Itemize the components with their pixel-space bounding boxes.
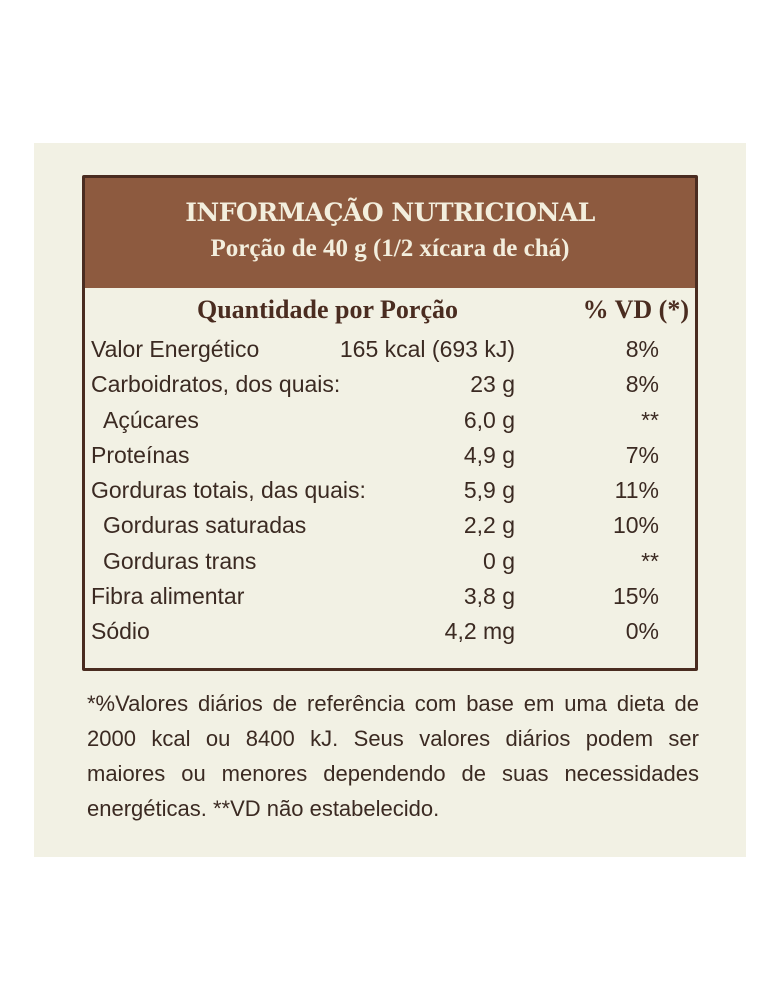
amount-header: Quantidade por Porção bbox=[197, 295, 458, 324]
nutrient-name: Açúcares bbox=[103, 406, 199, 433]
nutrient-name: Sódio bbox=[91, 618, 150, 645]
nutrient-dv: 11% bbox=[614, 477, 659, 504]
nutrient-amount: 4,2 mg bbox=[444, 618, 515, 645]
nutrient-dv: ** bbox=[641, 547, 659, 574]
nutrient-dv: 8% bbox=[625, 336, 659, 362]
nutrition-table: INFORMAÇÃO NUTRICIONAL Porção de 40 g (1… bbox=[82, 175, 698, 671]
nutrient-name: Carboidratos, dos quais: bbox=[91, 371, 341, 398]
nutrient-dv: ** bbox=[641, 406, 659, 433]
nutrient-dv: 0% bbox=[625, 618, 659, 645]
nutrient-row: Gorduras saturadas 2,2 g 10% bbox=[85, 508, 695, 543]
nutrient-dv: 10% bbox=[612, 512, 659, 539]
nutrient-name: Valor Energético bbox=[91, 336, 260, 362]
serving-size: Porção de 40 g (1/2 xícara de chá) bbox=[210, 235, 570, 262]
nutrient-row: Carboidratos, dos quais: 23 g 8% bbox=[85, 367, 695, 402]
nutrient-row: Sódio 4,2 mg 0% bbox=[85, 614, 695, 649]
nutrient-rows: Valor Energético 165 kcal (693 kJ) 8% Carbo… bbox=[85, 332, 695, 650]
nutrient-amount: 6,0 g bbox=[463, 406, 515, 433]
dv-header: % VD (*) bbox=[582, 295, 689, 324]
label-header: INFORMAÇÃO NUTRICIONAL Porção de 40 g (1… bbox=[85, 178, 695, 288]
nutrient-amount: 5,9 g bbox=[463, 477, 515, 504]
nutrient-row: Valor Energético 165 kcal (693 kJ) 8% bbox=[85, 332, 695, 367]
label-title: INFORMAÇÃO NUTRICIONAL bbox=[185, 198, 595, 227]
nutrient-name: Fibra alimentar bbox=[91, 583, 245, 610]
footnote: *%Valores diários de referência com base… bbox=[87, 691, 699, 821]
column-headers: Quantidade por Porção % VD (*) bbox=[85, 295, 695, 325]
nutrient-row: Gorduras trans 0 g ** bbox=[85, 544, 695, 579]
nutrient-row: Fibra alimentar 3,8 g 15% bbox=[85, 579, 695, 614]
nutrient-dv: 15% bbox=[612, 583, 659, 610]
nutrient-amount: 23 g bbox=[470, 371, 515, 398]
nutrient-name: Proteínas bbox=[91, 441, 190, 468]
nutrient-dv: 7% bbox=[625, 441, 659, 468]
nutrient-amount: 3,8 g bbox=[463, 583, 515, 610]
nutrient-amount: 4,9 g bbox=[463, 441, 515, 468]
nutrient-name: Gorduras trans bbox=[103, 547, 257, 574]
nutrient-amount: 165 kcal (693 kJ) bbox=[339, 336, 515, 362]
nutrient-amount: 0 g bbox=[483, 547, 515, 574]
nutrient-dv: 8% bbox=[625, 371, 659, 398]
nutrient-name: Gorduras totais, das quais: bbox=[91, 477, 366, 504]
nutrient-row: Gorduras totais, das quais: 5,9 g 11% bbox=[85, 473, 695, 508]
nutrient-row: Açúcares 6,0 g ** bbox=[85, 403, 695, 438]
nutrient-row: Proteínas 4,9 g 7% bbox=[85, 438, 695, 473]
nutrient-amount: 2,2 g bbox=[463, 512, 515, 539]
nutrient-name: Gorduras saturadas bbox=[103, 512, 307, 539]
